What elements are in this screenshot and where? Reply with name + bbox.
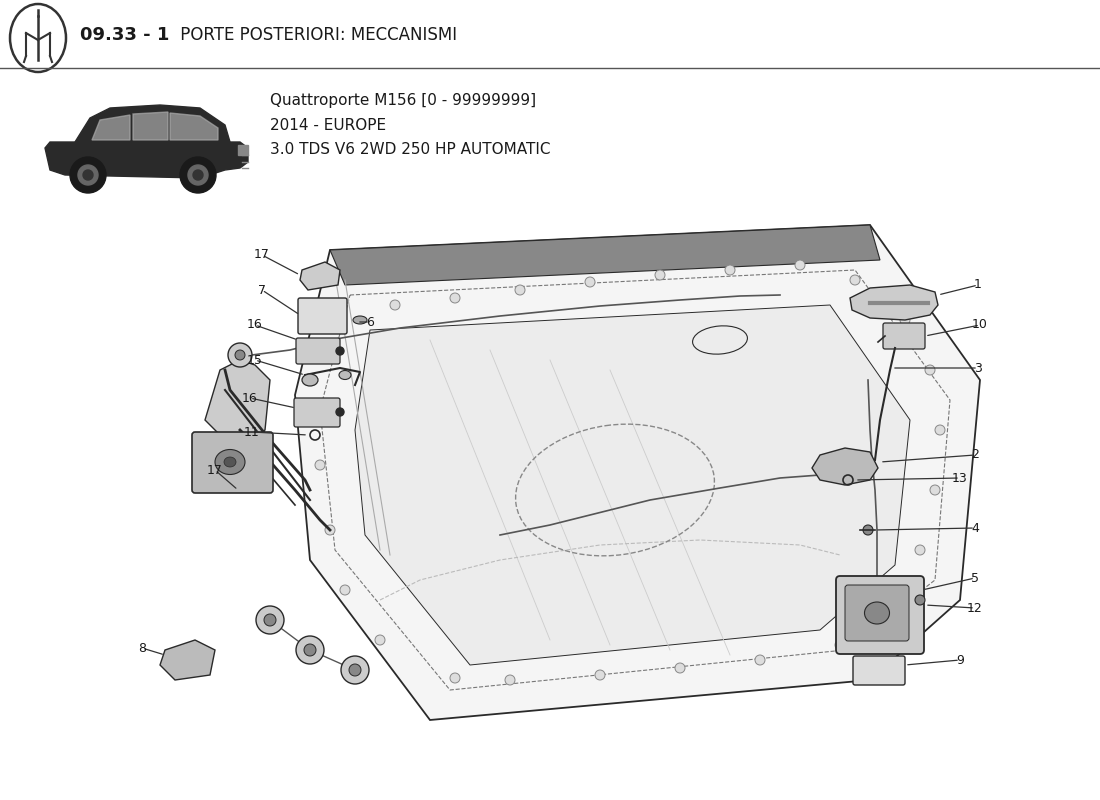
Text: 5: 5 <box>971 571 979 585</box>
Polygon shape <box>45 142 248 178</box>
Circle shape <box>304 644 316 656</box>
Text: 6: 6 <box>366 315 374 329</box>
Circle shape <box>192 170 204 180</box>
FancyBboxPatch shape <box>883 323 925 349</box>
Ellipse shape <box>302 374 318 386</box>
Circle shape <box>755 655 764 665</box>
Ellipse shape <box>214 450 245 474</box>
Circle shape <box>390 300 400 310</box>
Text: 7: 7 <box>258 283 266 297</box>
Circle shape <box>915 545 925 555</box>
Circle shape <box>228 343 252 367</box>
Circle shape <box>256 606 284 634</box>
Polygon shape <box>205 360 270 440</box>
Circle shape <box>188 165 208 185</box>
Circle shape <box>505 675 515 685</box>
Circle shape <box>900 315 910 325</box>
Text: 4: 4 <box>971 522 979 534</box>
Text: 9: 9 <box>956 654 964 666</box>
Circle shape <box>336 347 344 355</box>
Text: 17: 17 <box>207 463 223 477</box>
Circle shape <box>886 605 895 615</box>
Text: 1: 1 <box>975 278 982 291</box>
Polygon shape <box>355 305 910 665</box>
Circle shape <box>595 670 605 680</box>
Text: 11: 11 <box>244 426 260 438</box>
Text: 15: 15 <box>248 354 263 366</box>
Circle shape <box>930 485 940 495</box>
FancyBboxPatch shape <box>298 298 346 334</box>
Circle shape <box>78 165 98 185</box>
Polygon shape <box>75 105 230 142</box>
Circle shape <box>296 636 324 664</box>
Text: 3: 3 <box>975 362 982 374</box>
Circle shape <box>864 525 873 535</box>
Ellipse shape <box>865 602 890 624</box>
Circle shape <box>925 365 935 375</box>
Polygon shape <box>170 113 218 140</box>
Circle shape <box>341 656 368 684</box>
FancyBboxPatch shape <box>836 576 924 654</box>
FancyBboxPatch shape <box>192 432 273 493</box>
Circle shape <box>515 285 525 295</box>
Circle shape <box>70 157 106 193</box>
Circle shape <box>675 663 685 673</box>
Polygon shape <box>850 285 938 320</box>
Text: 10: 10 <box>972 318 988 331</box>
Polygon shape <box>812 448 878 485</box>
Text: 3.0 TDS V6 2WD 250 HP AUTOMATIC: 3.0 TDS V6 2WD 250 HP AUTOMATIC <box>270 142 550 158</box>
Circle shape <box>375 635 385 645</box>
FancyBboxPatch shape <box>296 338 340 364</box>
Polygon shape <box>295 225 980 720</box>
Circle shape <box>264 614 276 626</box>
Text: 2: 2 <box>971 449 979 462</box>
Circle shape <box>654 270 666 280</box>
Text: Quattroporte M156 [0 - 99999999]: Quattroporte M156 [0 - 99999999] <box>270 93 536 107</box>
Circle shape <box>235 350 245 360</box>
Text: PORTE POSTERIORI: MECCANISMI: PORTE POSTERIORI: MECCANISMI <box>175 26 458 44</box>
Ellipse shape <box>339 370 351 379</box>
Circle shape <box>340 585 350 595</box>
Circle shape <box>835 640 845 650</box>
Text: 12: 12 <box>967 602 983 614</box>
Text: 13: 13 <box>953 471 968 485</box>
Circle shape <box>336 408 344 416</box>
Ellipse shape <box>353 316 367 324</box>
FancyBboxPatch shape <box>845 585 909 641</box>
Polygon shape <box>300 262 340 290</box>
Polygon shape <box>238 145 248 155</box>
Polygon shape <box>330 225 880 285</box>
Circle shape <box>315 405 324 415</box>
Circle shape <box>850 275 860 285</box>
Circle shape <box>324 350 336 360</box>
Text: 2014 - EUROPE: 2014 - EUROPE <box>270 118 386 133</box>
Polygon shape <box>92 115 130 140</box>
Circle shape <box>82 170 94 180</box>
Circle shape <box>315 460 324 470</box>
Circle shape <box>450 293 460 303</box>
Circle shape <box>795 260 805 270</box>
Text: 16: 16 <box>242 391 257 405</box>
Text: 09.33 - 1: 09.33 - 1 <box>80 26 169 44</box>
Text: 17: 17 <box>254 249 270 262</box>
FancyBboxPatch shape <box>852 656 905 685</box>
Text: 8: 8 <box>138 642 146 654</box>
Polygon shape <box>133 112 168 140</box>
FancyBboxPatch shape <box>294 398 340 427</box>
Ellipse shape <box>224 457 236 467</box>
Circle shape <box>349 664 361 676</box>
Circle shape <box>180 157 216 193</box>
Circle shape <box>585 277 595 287</box>
Text: 16: 16 <box>248 318 263 331</box>
Circle shape <box>324 525 336 535</box>
Circle shape <box>725 265 735 275</box>
Circle shape <box>450 673 460 683</box>
Circle shape <box>935 425 945 435</box>
Polygon shape <box>160 640 215 680</box>
Circle shape <box>915 595 925 605</box>
